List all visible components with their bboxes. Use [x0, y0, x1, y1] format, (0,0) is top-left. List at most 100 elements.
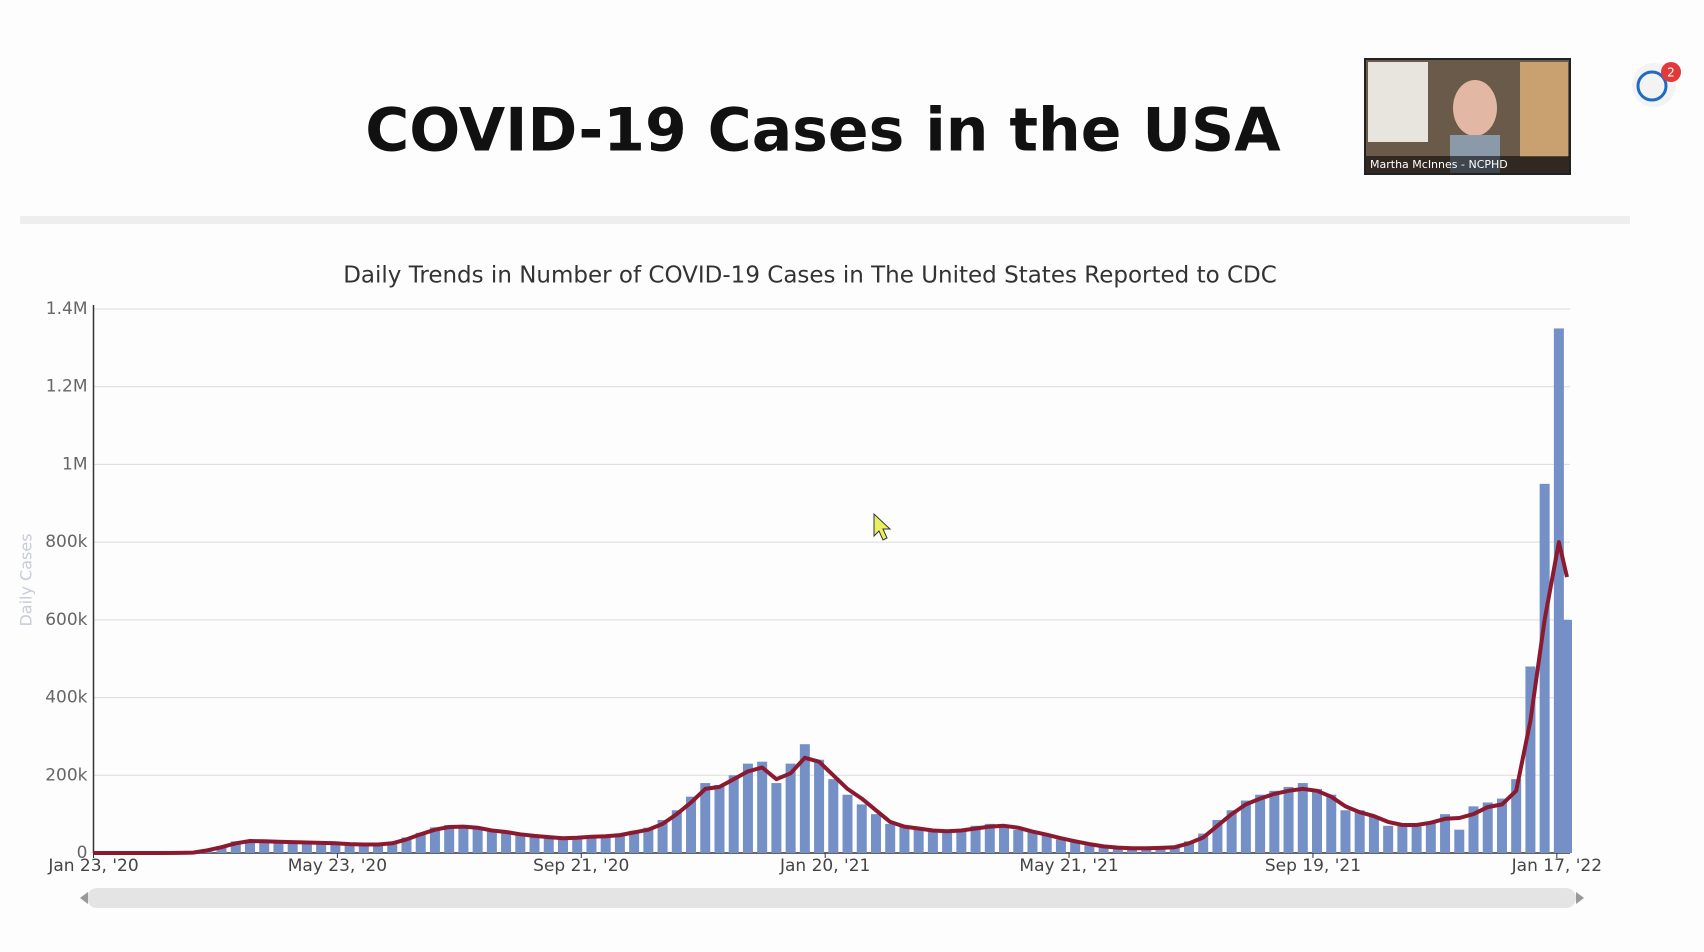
bar: [1354, 810, 1365, 853]
bar: [771, 783, 782, 853]
bar: [1496, 798, 1507, 853]
bar: [1468, 806, 1479, 853]
scroll-right[interactable]: [1576, 892, 1584, 904]
y-axis-label: Daily Cases: [17, 533, 36, 626]
bar: [244, 840, 255, 853]
bar: [444, 825, 455, 853]
bar: [629, 830, 640, 853]
x-tick-label: Sep 19, '21: [1265, 856, 1361, 876]
x-tick-label: Jan 20, '21: [779, 856, 870, 876]
bar: [1169, 846, 1180, 853]
bar: [1084, 845, 1095, 853]
bar: [373, 844, 384, 853]
bar: [643, 827, 654, 853]
y-tick-label: 1.4M: [46, 299, 88, 319]
y-tick-label: 400k: [45, 688, 87, 708]
bar: [543, 837, 554, 853]
bar: [486, 831, 497, 853]
bar: [1425, 821, 1436, 853]
bar: [942, 829, 953, 853]
bar: [1255, 794, 1266, 853]
bar: [1312, 788, 1323, 853]
bar: [1411, 826, 1422, 853]
bar: [956, 831, 967, 853]
bar: [842, 794, 853, 853]
y-tick-label: 0: [77, 843, 88, 863]
bar: [1511, 779, 1522, 853]
bar: [927, 831, 938, 853]
bar: [785, 763, 796, 853]
bar: [686, 796, 697, 853]
chat-button[interactable]: 2: [1632, 62, 1681, 107]
bar: [501, 832, 512, 853]
bar: [1198, 833, 1209, 853]
y-tick-label: 600k: [45, 610, 87, 630]
bar: [1440, 814, 1451, 853]
bar: [728, 775, 739, 853]
video-label: Martha McInnes - NCPHD: [1370, 158, 1508, 171]
bar: [899, 825, 910, 853]
bar: [273, 841, 284, 853]
bar: [316, 842, 327, 853]
bar: [572, 836, 583, 853]
bar: [1368, 816, 1379, 853]
bar: [600, 835, 611, 853]
bar: [529, 836, 540, 853]
bar: [358, 844, 369, 853]
bar: [1041, 835, 1052, 853]
bar: [757, 761, 768, 853]
y-tick-label: 800k: [45, 532, 87, 552]
x-tick-label: Jan 17, '22: [1511, 856, 1602, 876]
slide-title: COVID-19 Cases in the USA: [365, 96, 1281, 166]
bar: [1212, 819, 1223, 853]
bar: [1141, 848, 1152, 853]
bar: [999, 825, 1010, 853]
bar: [1112, 847, 1123, 853]
bar: [870, 814, 881, 853]
bar: [1454, 829, 1465, 853]
video-label-bg: [1366, 156, 1569, 173]
bar: [586, 835, 597, 853]
chart-title: Daily Trends in Number of COVID-19 Cases…: [343, 263, 1277, 289]
bar: [828, 779, 839, 853]
scroll-left[interactable]: [80, 892, 88, 904]
chat-icon: [1636, 70, 1668, 102]
bar: [1269, 790, 1280, 853]
bar: [814, 759, 825, 853]
y-tick-label: 200k: [45, 765, 87, 785]
plot: 0 200k 400k 600k 800k 1M 1.2M 1.4M Jan 23, '20 Ma…: [45, 299, 1602, 876]
bar: [387, 842, 398, 853]
x-tick-label: Sep 21, '20: [533, 856, 629, 876]
bar: [472, 828, 483, 853]
bar: [885, 823, 896, 853]
bar: [1183, 841, 1194, 853]
video-door: [1520, 62, 1568, 157]
bar: [1013, 829, 1024, 853]
divider: [20, 216, 1630, 224]
bar: [287, 842, 298, 853]
bar: [970, 825, 981, 853]
bar: [230, 841, 241, 853]
bar: [984, 823, 995, 853]
bar: [856, 804, 867, 853]
video-tile[interactable]: Martha McInnes - NCPHD: [1364, 58, 1571, 175]
bar: [557, 839, 568, 853]
bar: [1525, 666, 1536, 853]
video-wall: [1368, 62, 1428, 142]
x-tick-label: May 21, '21: [1019, 856, 1118, 876]
bar: [1055, 839, 1066, 853]
bar: [1326, 794, 1337, 853]
bar: [1098, 846, 1109, 853]
bar: [799, 744, 810, 853]
y-tick-label: 1.2M: [46, 377, 88, 397]
range-scrollbar[interactable]: [87, 888, 1576, 908]
bar: [1397, 823, 1408, 853]
bar: [742, 763, 753, 853]
bar: [1539, 483, 1550, 853]
line: [93, 540, 1569, 855]
bar: [1383, 825, 1394, 853]
bar: [1482, 802, 1493, 853]
bar: [330, 843, 341, 853]
